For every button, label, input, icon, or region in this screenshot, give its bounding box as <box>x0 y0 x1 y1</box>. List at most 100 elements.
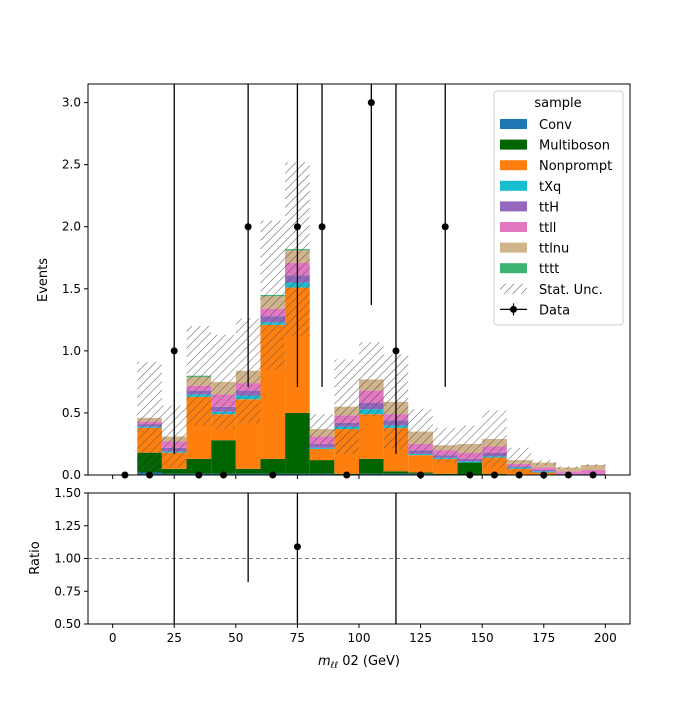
stat-unc-band <box>457 425 483 463</box>
legend-swatch-ttlnu <box>500 242 527 253</box>
bar-tth <box>531 470 557 472</box>
data-point <box>293 223 301 231</box>
x-tick-label: 150 <box>471 631 494 645</box>
x-tick-label: 175 <box>532 631 555 645</box>
stat-unc-band <box>359 342 384 417</box>
bar-multiboson <box>235 468 261 474</box>
ratio-points <box>173 493 397 624</box>
bar-conv <box>285 473 310 475</box>
y-tick-label: 2.0 <box>62 220 81 234</box>
bar-multiboson <box>285 412 310 474</box>
legend-swatch-ttll <box>500 222 527 232</box>
stat-unc-band <box>556 466 581 469</box>
ratio-y-axis-label: Ratio <box>28 541 43 574</box>
stat-unc-band <box>260 220 286 370</box>
bar-conv <box>235 473 261 475</box>
bar-multiboson <box>161 468 187 474</box>
legend-data-marker <box>510 305 517 313</box>
x-tick-label: 100 <box>348 631 371 645</box>
bar-multiboson <box>260 458 286 474</box>
data-point <box>392 347 400 355</box>
legend: sample Conv Multiboson Nonprompt tXq ttH ttll… <box>493 90 624 326</box>
stat-unc-band <box>482 410 507 468</box>
legend-label-ttlnu: ttlnu <box>539 242 569 257</box>
bar-tth <box>309 443 335 448</box>
legend-swatch-nonprompt <box>500 160 527 171</box>
bar-nonprompt <box>309 448 335 461</box>
legend-swatch-tth <box>500 201 527 212</box>
ratio-y-tick-label: 1.50 <box>54 486 81 500</box>
y-tick-label: 3.0 <box>62 96 81 110</box>
legend-swatch-tttt <box>500 263 527 274</box>
ratio-y-tick-label: 0.75 <box>54 584 81 598</box>
legend-label-txq: tXq <box>539 180 561 195</box>
bar-ttlnu <box>556 467 581 472</box>
stat-uncertainty-band <box>137 162 606 474</box>
bar-multiboson <box>383 471 409 474</box>
bar-ttlnu <box>580 465 606 471</box>
x-tick-label: 125 <box>409 631 432 645</box>
bar-multiboson <box>457 462 483 475</box>
y-tick-label: 0.0 <box>62 468 81 482</box>
legend-label-ttll: ttll <box>539 221 556 236</box>
bar-conv <box>383 473 409 475</box>
bar-txq <box>408 453 433 456</box>
stat-unc-band <box>580 463 606 467</box>
x-tick-label: 50 <box>228 631 243 645</box>
legend-title: sample <box>534 96 581 111</box>
legend-swatch-multiboson <box>500 139 527 150</box>
bar-conv <box>359 473 384 475</box>
y-tick-label: 2.5 <box>62 158 81 172</box>
data-point <box>441 223 449 231</box>
stat-unc-band <box>531 460 557 466</box>
legend-label-tth: ttH <box>539 200 559 215</box>
bar-txq <box>309 447 335 449</box>
legend-label-data: Data <box>539 303 570 318</box>
legend-label-nonprompt: Nonprompt <box>539 159 612 174</box>
stat-unc-band <box>137 362 162 474</box>
ratio-point <box>293 543 301 551</box>
legend-swatch-conv <box>500 119 527 129</box>
data-point <box>318 223 326 231</box>
y-tick-label: 1.5 <box>62 282 81 296</box>
stat-unc-band <box>211 334 236 430</box>
stat-unc-band <box>309 414 335 444</box>
bar-ttll <box>531 467 557 471</box>
bar-multiboson <box>309 460 335 474</box>
data-point <box>367 99 375 107</box>
legend-swatch-txq <box>500 180 527 191</box>
bar-multiboson <box>211 440 236 474</box>
stat-unc-band <box>408 409 433 454</box>
y-axis-label: Events <box>36 258 51 302</box>
bar-nonprompt <box>408 455 433 473</box>
ratio-y-tick-label: 0.50 <box>54 617 81 631</box>
data-point <box>244 223 252 231</box>
stat-unc-band <box>186 326 212 426</box>
ratio-plot-frame <box>87 492 631 625</box>
bar-multiboson <box>359 458 384 474</box>
x-tick-label: 75 <box>290 631 305 645</box>
stat-unc-band <box>432 427 458 463</box>
x-axis-label: mℓℓ 02 (GeV) <box>318 654 400 671</box>
bar-conv <box>309 473 335 475</box>
y-tick-label: 0.5 <box>62 406 81 420</box>
data-point <box>170 347 178 355</box>
bar-nonprompt <box>359 414 384 459</box>
y-tick-label: 1.0 <box>62 344 81 358</box>
ratio-y-ticks: 0.50 0.75 1.00 1.25 1.50 <box>54 486 88 631</box>
main-x-ticks <box>112 475 606 479</box>
legend-label-multiboson: Multiboson <box>539 139 610 154</box>
x-tick-label: 200 <box>594 631 617 645</box>
bar-conv <box>161 473 187 475</box>
legend-label-tttt: tttt <box>539 262 559 277</box>
bar-multiboson <box>432 473 458 475</box>
stat-unc-band <box>506 447 532 473</box>
bar-multiboson <box>186 458 212 474</box>
legend-label-conv: Conv <box>539 118 572 133</box>
x-tick-label: 25 <box>167 631 182 645</box>
ratio-x-ticks: 0 25 50 75 100 125 150 175 200 <box>109 624 617 645</box>
ratio-y-tick-label: 1.00 <box>54 552 81 566</box>
stat-unc-band <box>334 359 359 454</box>
legend-label-stat-unc: Stat. Unc. <box>539 283 603 298</box>
